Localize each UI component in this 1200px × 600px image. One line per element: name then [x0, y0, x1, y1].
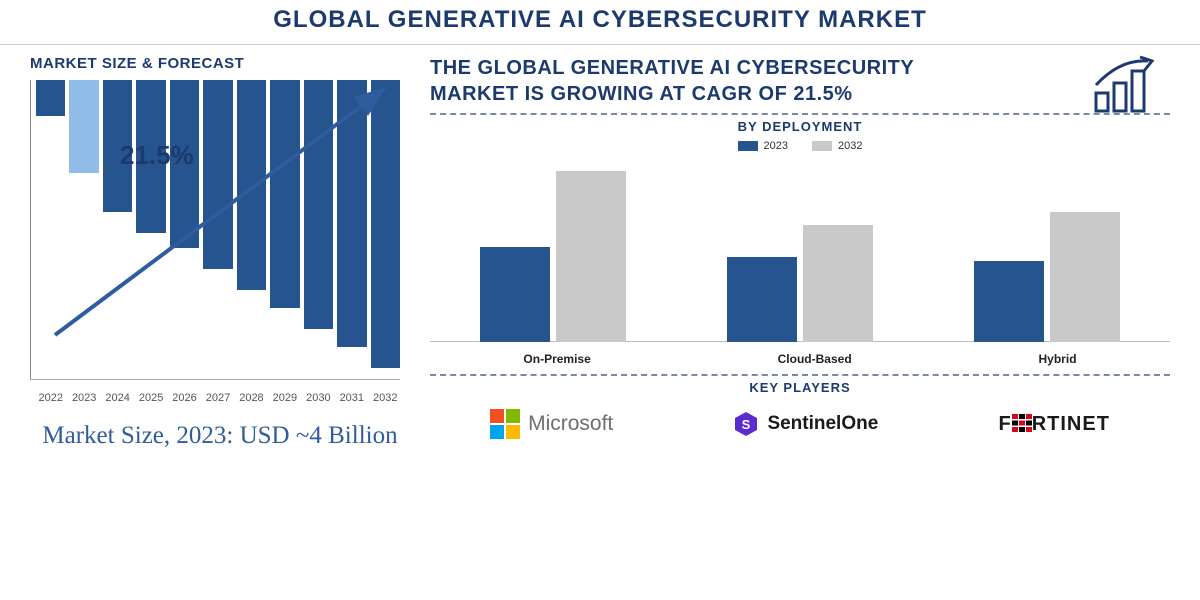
market-size-2023-text: Market Size, 2023: USD ~4 Billion [30, 420, 410, 451]
deployment-group [480, 171, 626, 342]
deployment-bar-2023 [480, 247, 550, 342]
forecast-bar [371, 80, 400, 368]
forecast-year-label: 2022 [36, 392, 65, 404]
microsoft-name: Microsoft [528, 412, 613, 436]
forecast-bar [237, 80, 266, 290]
forecast-bar-col [304, 80, 333, 380]
forecast-bar-col [36, 80, 65, 380]
forecast-year-label: 2028 [237, 392, 266, 404]
forecast-year-label: 2025 [136, 392, 165, 404]
deployment-bar-2023 [727, 257, 797, 342]
key-players-title: KEY PLAYERS [430, 380, 1170, 395]
deployment-category-label: Hybrid [1039, 352, 1077, 366]
deployment-title: BY DEPLOYMENT [430, 119, 1170, 134]
forecast-bar [36, 80, 65, 116]
forecast-bar [304, 80, 333, 329]
legend-item-2023: 2023 [738, 140, 788, 152]
content-row: MARKET SIZE & FORECAST 20222023202420252… [0, 45, 1200, 600]
deployment-category-label: Cloud-Based [778, 352, 852, 366]
fortinet-name: F RTINET [998, 413, 1109, 436]
forecast-bar-col [170, 80, 199, 380]
forecast-bar [69, 80, 98, 173]
forecast-bar-col [237, 80, 266, 380]
key-players-logos: Microsoft S SentinelOne F [430, 409, 1170, 439]
deployment-category-label: On-Premise [523, 352, 590, 366]
deployment-bar-2032 [803, 225, 873, 342]
sentinelone-hex-icon: S [733, 411, 759, 437]
deployment-bar-2032 [556, 171, 626, 342]
title-bar: GLOBAL GENERATIVE AI CYBERSECURITY MARKE… [0, 0, 1200, 45]
divider-bottom [430, 374, 1170, 376]
forecast-year-label: 2026 [170, 392, 199, 404]
deployment-group [974, 212, 1120, 342]
forecast-bar-col [203, 80, 232, 380]
forecast-bars [36, 80, 400, 380]
forecast-year-label: 2031 [337, 392, 366, 404]
logo-fortinet: F RTINET [998, 413, 1109, 436]
forecast-year-label: 2030 [304, 392, 333, 404]
legend-label-2023: 2023 [764, 140, 788, 152]
divider-top [430, 113, 1170, 115]
deployment-bar-chart: On-Premise Cloud-Based Hybrid [430, 158, 1170, 368]
growth-chart-icon [1090, 55, 1160, 120]
forecast-bar [270, 80, 299, 308]
legend-swatch-2023 [738, 141, 758, 151]
forecast-year-label: 2024 [103, 392, 132, 404]
forecast-bar [203, 80, 232, 269]
forecast-bar [337, 80, 366, 347]
forecast-bar-chart: 2022 2023 2024 2025 2026 2027 2028 2029 2030 2031… [30, 80, 400, 410]
deployment-bar-2032 [1050, 212, 1120, 342]
forecast-bar-col [69, 80, 98, 380]
forecast-year-label: 2032 [371, 392, 400, 404]
forecast-bar-col [371, 80, 400, 380]
forecast-bar-col [136, 80, 165, 380]
legend-label-2032: 2032 [838, 140, 862, 152]
logo-microsoft: Microsoft [490, 409, 613, 439]
forecast-bar-col [103, 80, 132, 380]
microsoft-squares-icon [490, 409, 520, 439]
forecast-year-label: 2027 [203, 392, 232, 404]
sentinelone-name: SentinelOne [767, 413, 878, 435]
forecast-year-label: 2023 [69, 392, 98, 404]
cagr-callout: 21.5% [120, 140, 194, 171]
forecast-bar-col [270, 80, 299, 380]
forecast-x-labels: 2022 2023 2024 2025 2026 2027 2028 2029 2030 2031… [36, 392, 400, 404]
forecast-y-axis [30, 80, 31, 380]
left-panel: MARKET SIZE & FORECAST 20222023202420252… [0, 45, 420, 600]
svg-text:S: S [742, 417, 751, 432]
forecast-bar-col [337, 80, 366, 380]
legend-swatch-2032 [812, 141, 832, 151]
deployment-bar-2023 [974, 261, 1044, 342]
legend-item-2032: 2032 [812, 140, 862, 152]
page-title: GLOBAL GENERATIVE AI CYBERSECURITY MARKE… [0, 6, 1200, 34]
forecast-year-label: 2029 [270, 392, 299, 404]
deployment-groups [430, 158, 1170, 342]
deployment-legend: 2023 2032 [430, 140, 1170, 152]
right-panel: THE GLOBAL GENERATIVE AI CYBERSECURITY M… [420, 45, 1200, 600]
right-headline: THE GLOBAL GENERATIVE AI CYBERSECURITY M… [430, 55, 950, 107]
market-size-heading: MARKET SIZE & FORECAST [30, 55, 410, 72]
logo-sentinelone: S SentinelOne [733, 411, 878, 437]
deployment-x-labels: On-Premise Cloud-Based Hybrid [430, 352, 1170, 366]
deployment-group [727, 225, 873, 342]
